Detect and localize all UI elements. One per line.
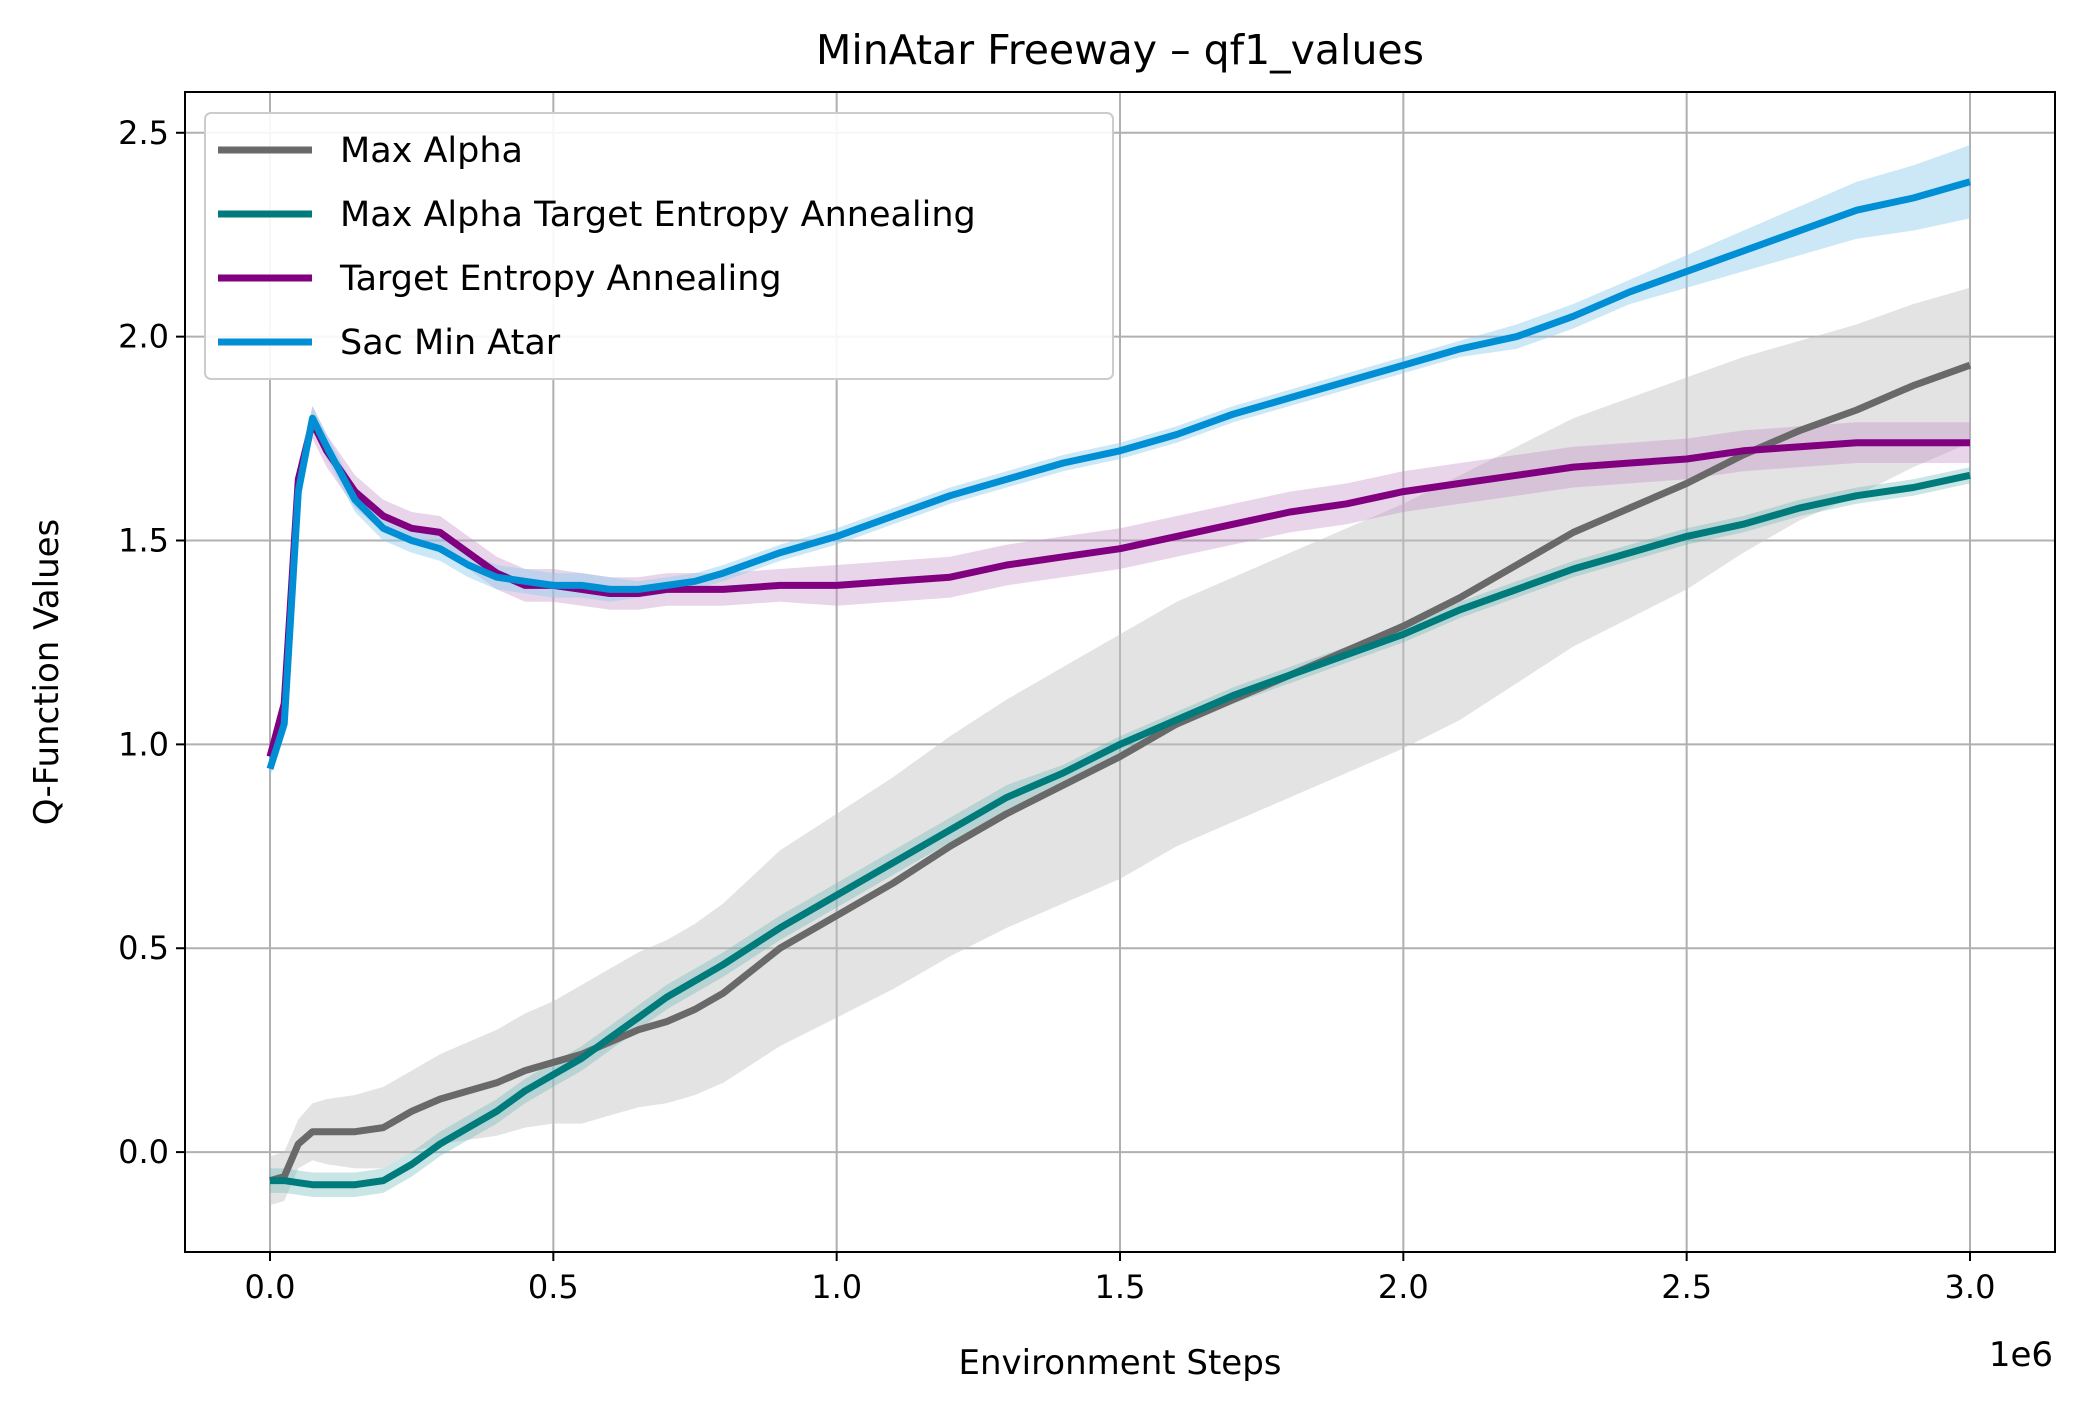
x-axis-offset-label: 1e6 — [1989, 1335, 2053, 1375]
legend-box — [204, 112, 1114, 380]
x-tick-label: 2.0 — [1378, 1268, 1429, 1306]
y-axis-label: Q-Function Values — [27, 519, 67, 825]
series-line-target-entropy-annealing — [266, 418, 1970, 758]
y-tick-label: 1.5 — [118, 522, 169, 560]
legend: Max Alpha Max Alpha Target Entropy Anneal… — [204, 112, 1114, 380]
series-lines — [266, 178, 1972, 1189]
y-tick-label: 0.5 — [118, 929, 169, 967]
y-tick-label: 0.0 — [118, 1133, 169, 1171]
x-tick-label: 0.0 — [245, 1268, 296, 1306]
x-tick-label: 1.0 — [811, 1268, 862, 1306]
legend-label-max-alpha-target-entropy-annealing: Max Alpha Target Entropy Annealing — [340, 195, 976, 235]
y-tick-label: 2.5 — [118, 114, 169, 152]
x-tick-label: 1.5 — [1095, 1268, 1146, 1306]
legend-label-max-alpha: Max Alpha — [340, 131, 523, 171]
series-line-sac-min-atar — [266, 178, 1971, 770]
x-tick-label: 0.5 — [528, 1268, 579, 1306]
x-tick-label: 3.0 — [1945, 1268, 1996, 1306]
x-tick-label: 2.5 — [1661, 1268, 1712, 1306]
series-line-max-alpha — [269, 361, 1972, 1184]
y-tick-label: 1.0 — [118, 725, 169, 763]
legend-label-sac-min-atar: Sac Min Atar — [340, 323, 561, 363]
band-sac-min-atar — [270, 145, 1970, 777]
legend-label-target-entropy-annealing: Target Entropy Annealing — [339, 259, 782, 299]
band-target-entropy-annealing — [270, 406, 1970, 765]
series-line-max-alpha-target-entropy-annealing — [270, 471, 1971, 1189]
legend-items: Max Alpha Max Alpha Target Entropy Anneal… — [218, 131, 976, 363]
y-tick-label: 2.0 — [118, 318, 169, 356]
chart-title: MinAtar Freeway – qf1_values — [816, 26, 1424, 74]
x-axis-label: Environment Steps — [958, 1343, 1281, 1383]
axis-ticks: 0.0 0.5 1.0 1.5 2.0 2.5 3.0 0.0 0.5 1.0 1.5 2.0 2.5 — [118, 114, 1995, 1306]
